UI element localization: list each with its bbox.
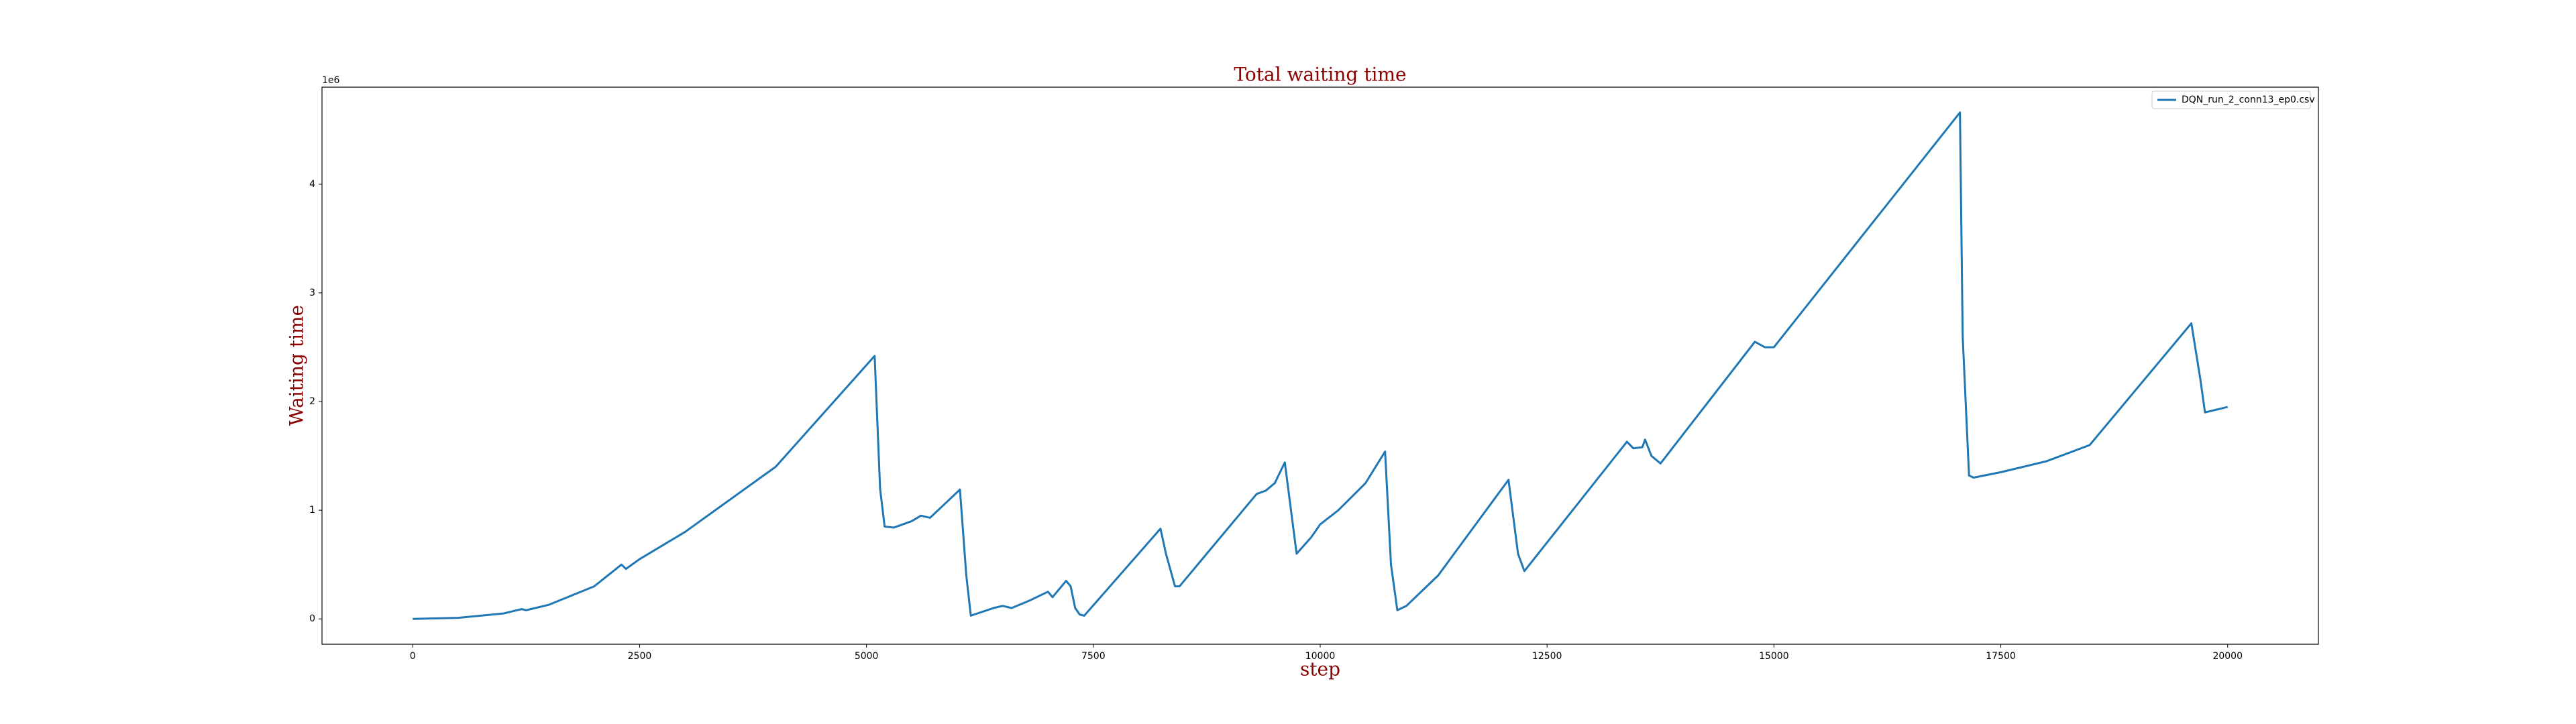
y-tick-label: 1 bbox=[309, 505, 315, 516]
x-tick-label: 15000 bbox=[1759, 651, 1789, 662]
legend-box bbox=[2151, 90, 2311, 109]
axes-frame bbox=[321, 86, 2319, 645]
x-tick-label: 0 bbox=[410, 651, 416, 662]
y-offset-label: 1e6 bbox=[322, 75, 340, 86]
data-line bbox=[413, 111, 2229, 620]
y-tick-label: 3 bbox=[309, 288, 315, 298]
x-tick-label: 17500 bbox=[1986, 651, 2016, 662]
y-tick-label: 0 bbox=[309, 613, 315, 624]
y-axis-label: Waiting time bbox=[286, 305, 308, 426]
x-axis-label: step bbox=[1300, 658, 1340, 680]
chart-title: Total waiting time bbox=[1234, 64, 1406, 86]
x-tick-label: 20000 bbox=[2212, 651, 2243, 662]
x-tick-label: 2500 bbox=[628, 651, 652, 662]
x-tick-label: 5000 bbox=[855, 651, 879, 662]
x-tick-label: 7500 bbox=[1081, 651, 1106, 662]
x-tick-label: 12500 bbox=[1532, 651, 1562, 662]
y-tick-label: 4 bbox=[309, 179, 315, 190]
x-tick-label: 10000 bbox=[1305, 651, 1336, 662]
legend-label: DQN_run_2_conn13_ep0.csv bbox=[2182, 95, 2315, 105]
y-tick-label: 2 bbox=[309, 396, 315, 407]
